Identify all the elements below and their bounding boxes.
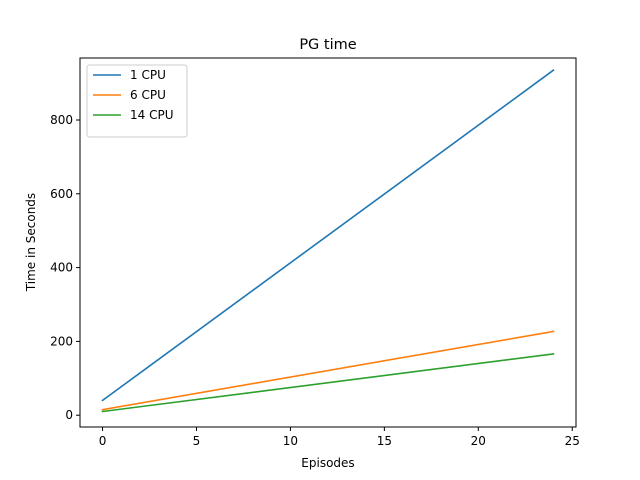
y-tick-label-2: 400 — [50, 261, 73, 275]
x-tick-label-1: 5 — [193, 434, 201, 448]
x-tick-label-0: 0 — [99, 434, 107, 448]
legend-label-1: 6 CPU — [130, 88, 166, 102]
series-line-0 — [101, 69, 555, 402]
x-axis: 0 5 10 15 20 25 — [99, 427, 580, 448]
series-line-1 — [101, 330, 555, 411]
legend-label-0: 1 CPU — [130, 68, 166, 82]
x-tick-label-3: 15 — [377, 434, 392, 448]
legend: 1 CPU 6 CPU 14 CPU — [86, 64, 188, 138]
x-tick-label-2: 10 — [283, 434, 298, 448]
x-tick-label-5: 25 — [565, 434, 580, 448]
legend-label-2: 14 CPU — [130, 108, 173, 122]
series-line-2 — [101, 353, 555, 413]
plot-frame — [79, 57, 577, 428]
y-tick-label-0: 0 — [65, 408, 73, 422]
x-axis-label: Episodes — [301, 456, 354, 470]
x-tick-label-4: 20 — [471, 434, 486, 448]
chart-title: PG time — [299, 37, 356, 53]
y-axis: 0 200 400 600 800 — [50, 113, 80, 422]
plot-lines — [101, 69, 555, 413]
y-tick-label-4: 800 — [50, 113, 73, 127]
y-axis-label: Time in Seconds — [24, 193, 38, 292]
y-tick-label-1: 200 — [50, 334, 73, 348]
legend-box — [86, 64, 188, 138]
y-tick-label-3: 600 — [50, 187, 73, 201]
